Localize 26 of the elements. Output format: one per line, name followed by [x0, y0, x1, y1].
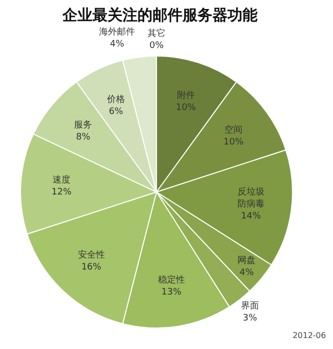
- data-label: 8%: [76, 132, 91, 143]
- data-label: 12%: [51, 187, 72, 198]
- slice-label: 稳定性: [158, 274, 185, 286]
- data-label: 3%: [242, 314, 258, 324]
- slice-label: 海外邮件: [99, 26, 136, 38]
- text: 0%: [149, 41, 164, 52]
- slice-label: 界面: [240, 300, 259, 312]
- data-label: 4%: [110, 40, 125, 50]
- data-label: 10%: [224, 137, 244, 148]
- slice-label: 附件: [176, 90, 195, 101]
- text: 2012-06: [292, 331, 326, 340]
- data-label: 4%: [239, 268, 254, 278]
- data-label: 14%: [240, 211, 262, 222]
- data-label: 16%: [81, 262, 102, 273]
- slice-label: 价格: [106, 94, 125, 106]
- slice-label: 反垃圾防病毒: [237, 186, 264, 210]
- data-label: 10%: [176, 102, 196, 113]
- slice-label: 空间: [224, 124, 243, 136]
- chart-title: 企业最关注的邮件服务器功能: [62, 6, 258, 24]
- category-label: 其它: [148, 29, 166, 40]
- data-label: 6%: [108, 107, 124, 118]
- data-label: 13%: [161, 287, 182, 298]
- slice-label: 服务: [74, 120, 92, 131]
- slice-label: 速度: [52, 174, 70, 186]
- slice-label: 安全性: [78, 250, 105, 261]
- slice-label: 网盘: [238, 254, 256, 266]
